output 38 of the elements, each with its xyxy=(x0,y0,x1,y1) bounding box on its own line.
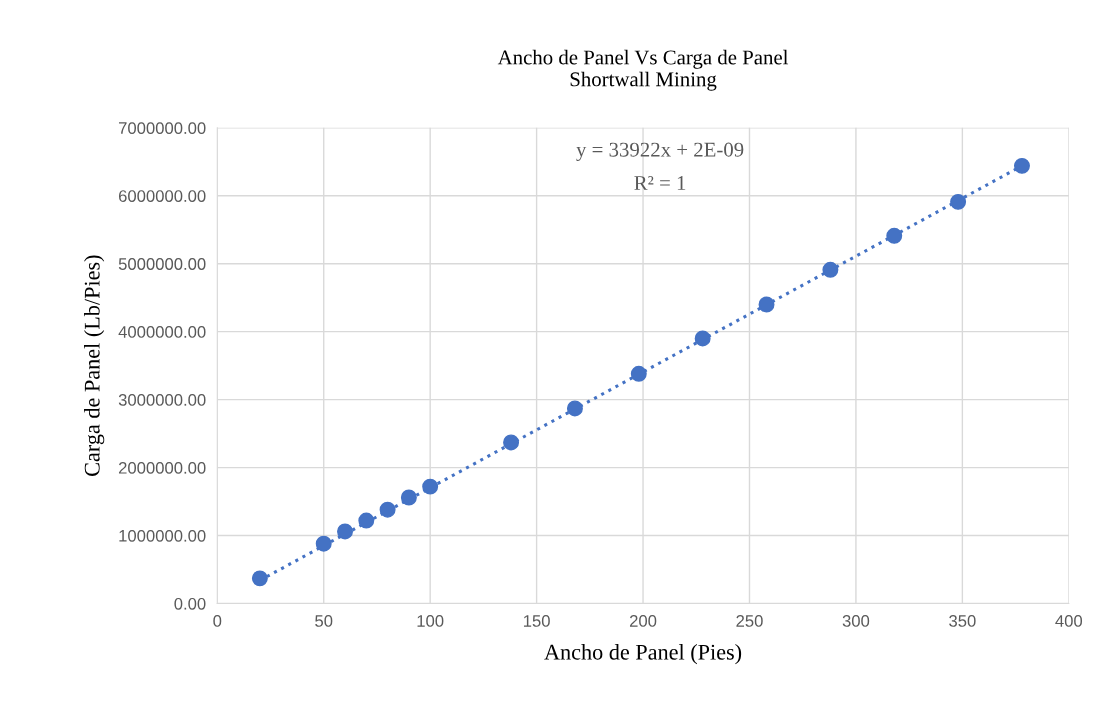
y-tick-label: 7000000.00 xyxy=(118,122,206,134)
x-tick-label: 200 xyxy=(629,615,657,627)
x-tick-label: 300 xyxy=(842,615,870,627)
annotation: R² = 1 xyxy=(634,176,686,190)
x-tick-label: 350 xyxy=(949,615,976,627)
y-tick-label: 0.00 xyxy=(174,597,206,610)
point xyxy=(251,570,268,587)
point xyxy=(503,434,520,451)
x-axis-title: Ancho de Panel (Pies) xyxy=(544,644,742,665)
point xyxy=(822,261,839,278)
y-tick-label: 4000000.00 xyxy=(118,326,206,338)
annotation: y = 33922x + 2E-09 xyxy=(576,142,744,161)
point xyxy=(1013,157,1030,174)
y-tick-label: 2000000.00 xyxy=(118,461,206,474)
point xyxy=(630,365,647,382)
point xyxy=(315,535,332,552)
chart-title: Ancho de Panel Vs Carga de Panel Shortwall Mining xyxy=(497,49,789,91)
y-tick-label: 1000000.00 xyxy=(119,529,206,542)
y-tick-label: 6000000.00 xyxy=(118,190,206,202)
point xyxy=(694,330,711,347)
point xyxy=(422,478,439,495)
x-tick-label: 400 xyxy=(1055,615,1083,627)
x-tick-label: 100 xyxy=(417,615,444,627)
point xyxy=(379,501,396,518)
point xyxy=(337,523,353,540)
y-axis-title: Carga de Panel (Lb/Pies) xyxy=(84,255,105,476)
x-tick-label: 150 xyxy=(523,615,550,627)
x-tick-label: 0 xyxy=(213,615,222,627)
x-tick-label: 250 xyxy=(736,615,763,627)
point xyxy=(566,400,583,417)
y-tick-label: 3000000.00 xyxy=(118,394,206,406)
point xyxy=(758,296,775,313)
point xyxy=(950,193,967,210)
x-tick-label: 50 xyxy=(315,615,333,627)
point xyxy=(886,227,903,244)
y-tick-label: 5000000.00 xyxy=(118,258,206,270)
point xyxy=(358,512,375,529)
point xyxy=(400,489,417,506)
